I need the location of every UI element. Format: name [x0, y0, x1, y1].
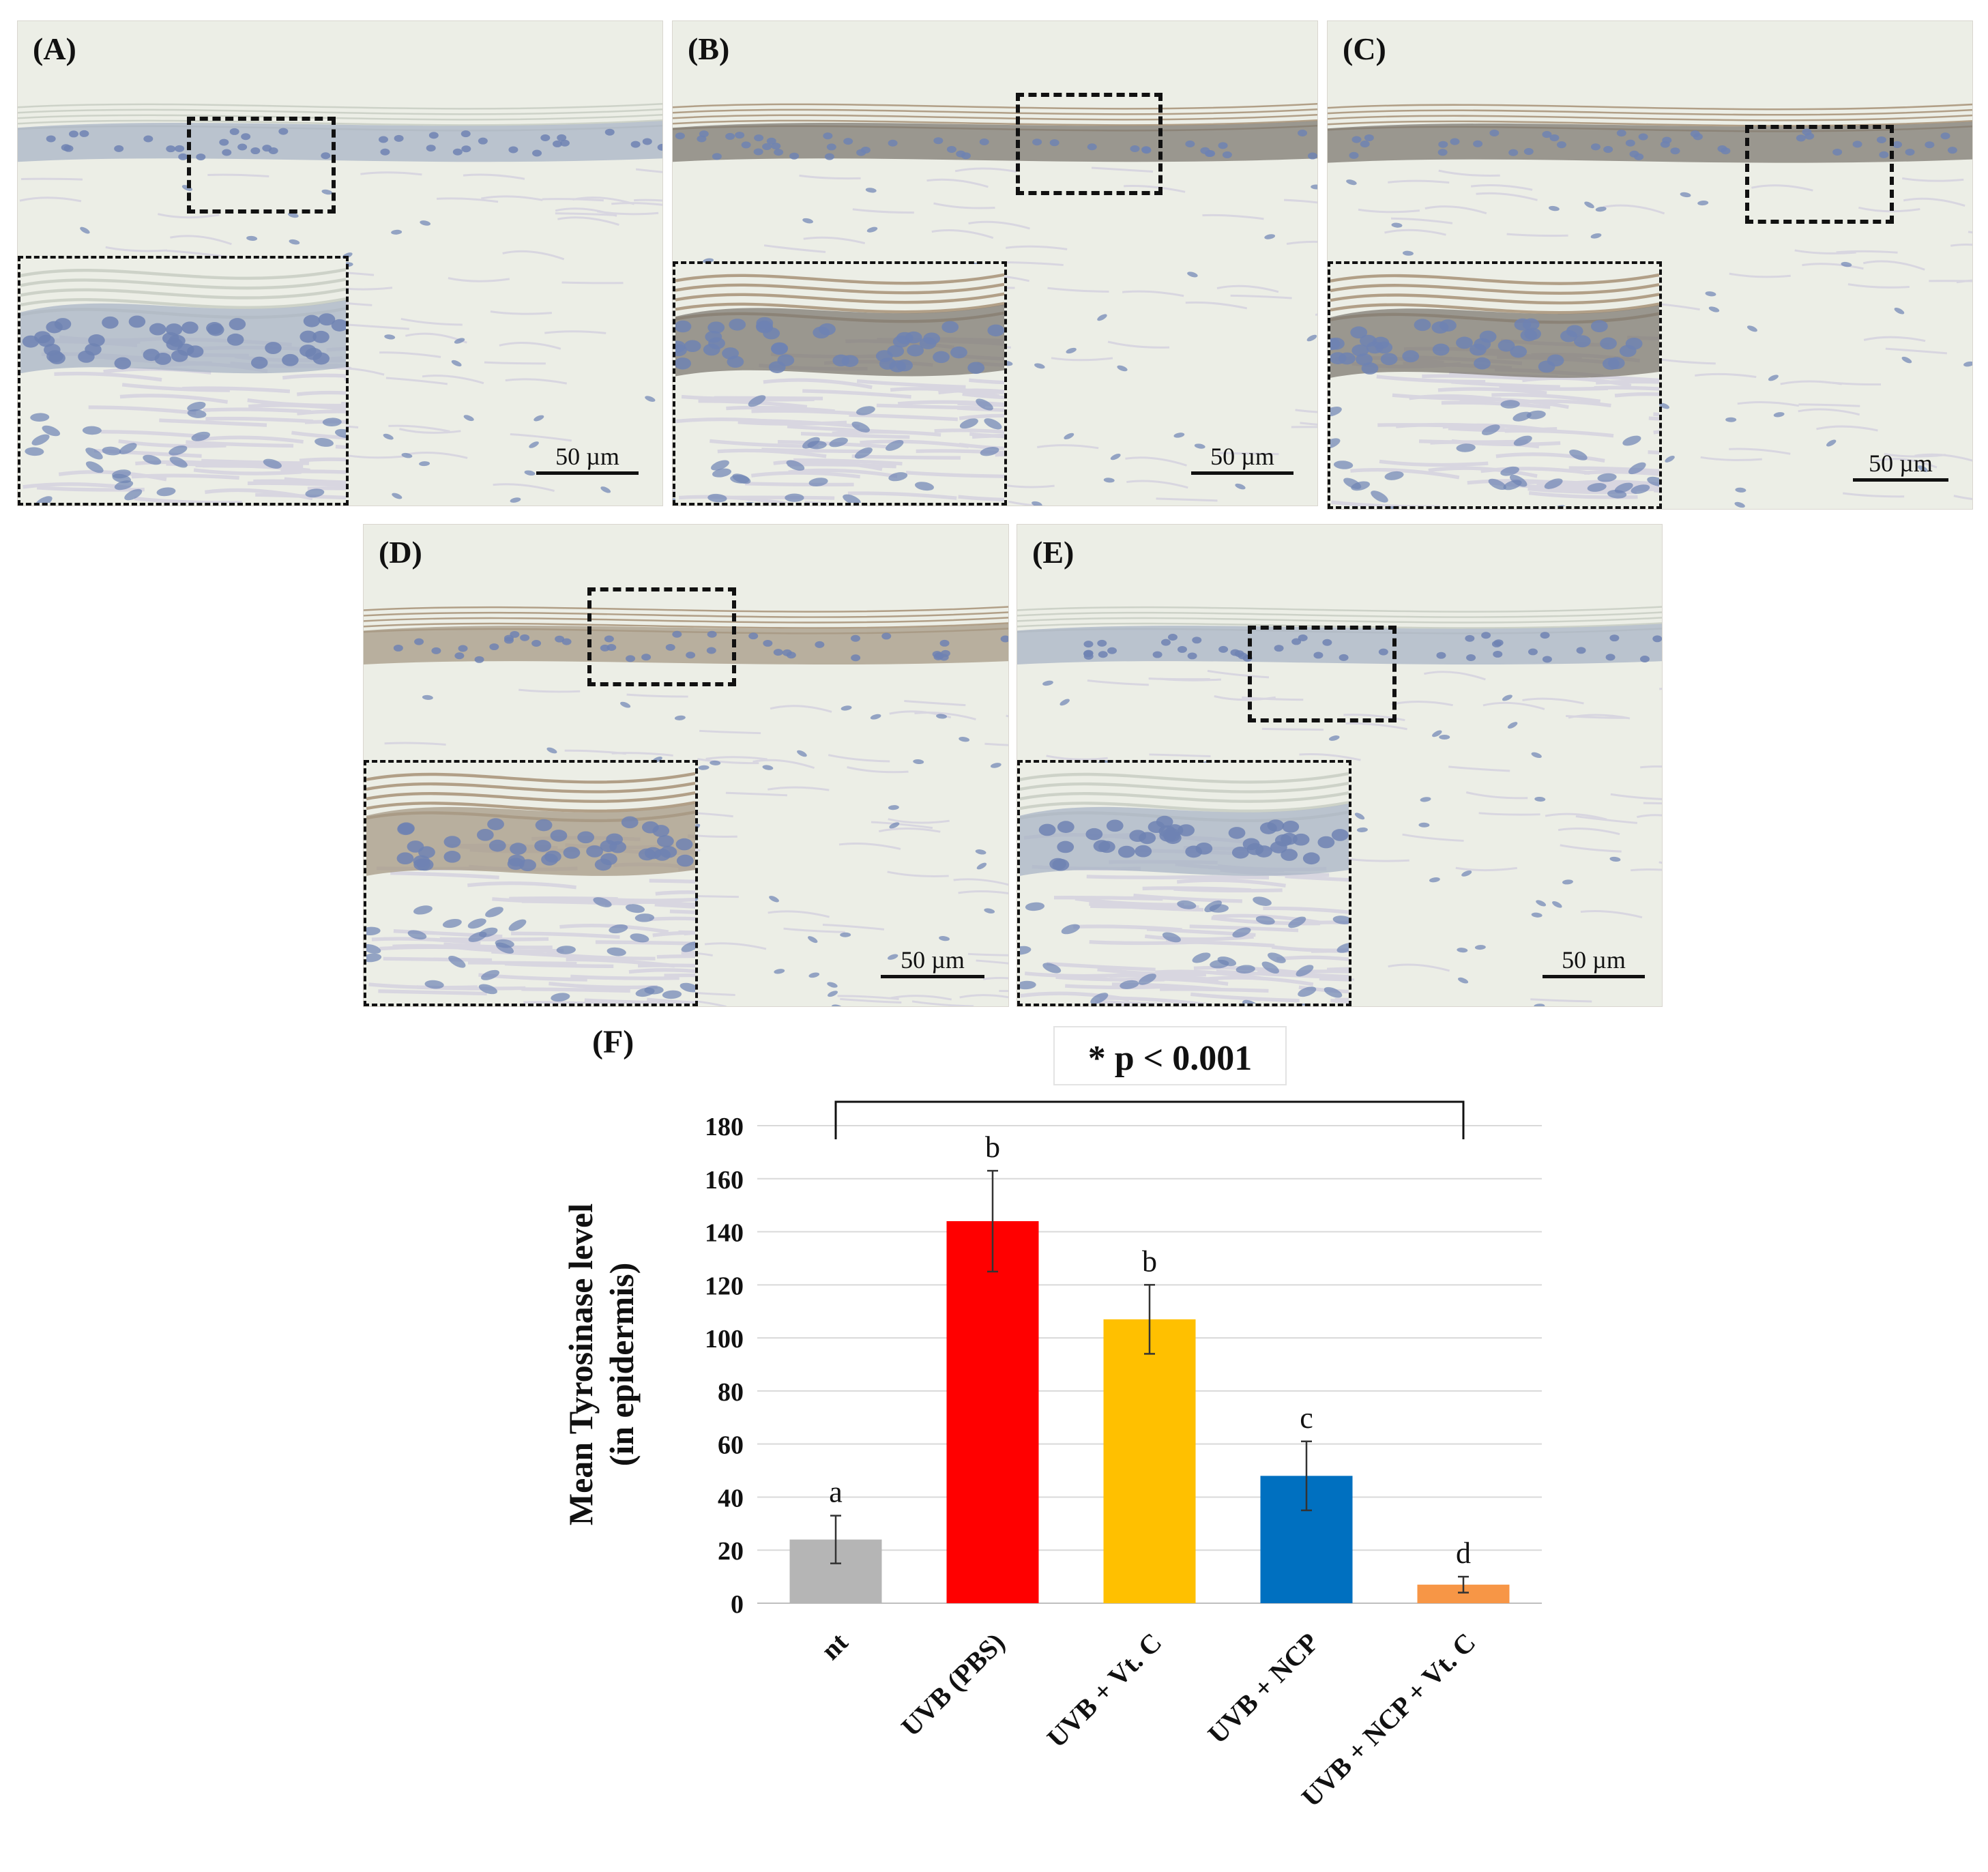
scale-bar-d: 50 µm	[881, 948, 984, 978]
panel-label-c: (C)	[1343, 31, 1386, 66]
y-tick-label: 100	[705, 1325, 744, 1354]
y-tick-label: 120	[705, 1272, 744, 1300]
significance-letter: b	[985, 1130, 1000, 1164]
inset-zoom-d	[364, 760, 698, 1006]
x-tick-label: nt	[815, 1626, 853, 1665]
inset-zoom-e	[1017, 760, 1351, 1006]
bar	[1103, 1319, 1196, 1603]
significance-letter: d	[1456, 1536, 1471, 1570]
y-tick-label: 80	[718, 1378, 744, 1407]
micrograph-panel-e: (E) 50 µm	[1017, 524, 1663, 1007]
y-axis-label-line1: Mean Tyrosinase level	[561, 1203, 600, 1525]
significance-letter: c	[1300, 1401, 1313, 1435]
scale-bar-a: 50 µm	[536, 444, 639, 475]
y-tick-label: 180	[705, 1113, 744, 1141]
scale-bar-text-c: 50 µm	[1869, 450, 1933, 477]
y-tick-label: 140	[705, 1219, 744, 1248]
x-tick-label: UVB + NCP	[1201, 1627, 1324, 1750]
panel-label-a: (A)	[33, 31, 76, 66]
micrograph-panel-c: (C) 50 µm	[1327, 20, 1973, 510]
x-tick-label: UVB + NCP + Vt. C	[1296, 1627, 1482, 1813]
y-tick-label: 160	[705, 1166, 744, 1195]
roi-box-c	[1745, 125, 1894, 224]
significance-letter: b	[1142, 1244, 1157, 1278]
bar-chart: 0 20 40 60 80 100 120 140 160 180 Mean Tyrosinase …	[561, 1026, 1542, 1813]
micrograph-panel-a: (A) 50 µm	[17, 20, 663, 506]
significance-letter: a	[829, 1476, 843, 1509]
roi-box-d	[587, 587, 736, 686]
micrograph-panel-b: (B) 50 µm	[672, 20, 1318, 506]
roi-box-b	[1016, 93, 1163, 195]
x-tick-label: UVB (PBS)	[895, 1627, 1010, 1742]
scale-bar-text-b: 50 µm	[1210, 443, 1274, 470]
inset-image-e	[1020, 763, 1349, 1004]
y-tick-label: 60	[718, 1431, 744, 1460]
panel-label-f: (F)	[592, 1024, 634, 1060]
micrograph-panel-d: (D) 50 µm	[363, 524, 1009, 1007]
roi-box-a	[187, 117, 336, 214]
inset-image-c	[1330, 264, 1659, 506]
inset-image-a	[20, 259, 346, 503]
inset-image-d	[366, 763, 695, 1004]
scale-bar-text-d: 50 µm	[901, 946, 965, 974]
scale-bar-c: 50 µm	[1853, 451, 1948, 482]
inset-image-b	[675, 264, 1004, 503]
scale-bar-e: 50 µm	[1543, 948, 1645, 978]
y-tick-label: 40	[718, 1484, 744, 1512]
inset-zoom-c	[1328, 261, 1662, 509]
y-tick-label: 20	[718, 1537, 744, 1566]
roi-box-e	[1248, 626, 1397, 722]
scale-bar-text-e: 50 µm	[1562, 946, 1626, 974]
significance-label: * p < 0.001	[1088, 1039, 1253, 1078]
panel-label-d: (D)	[379, 535, 422, 570]
scale-bar-text-a: 50 µm	[555, 443, 619, 470]
panel-label-b: (B)	[688, 31, 730, 66]
panel-label-e: (E)	[1032, 535, 1075, 570]
significance-bracket	[834, 1100, 1465, 1139]
y-tick-label: 0	[731, 1590, 744, 1619]
y-axis-label-line2: (in epidermis)	[602, 1263, 641, 1467]
scale-bar-b: 50 µm	[1191, 444, 1293, 475]
bar	[946, 1221, 1039, 1603]
x-tick-label: UVB + Vt. C	[1041, 1627, 1168, 1754]
significance-label-box	[1053, 1026, 1287, 1085]
inset-zoom-a	[18, 256, 349, 506]
inset-zoom-b	[673, 261, 1007, 506]
